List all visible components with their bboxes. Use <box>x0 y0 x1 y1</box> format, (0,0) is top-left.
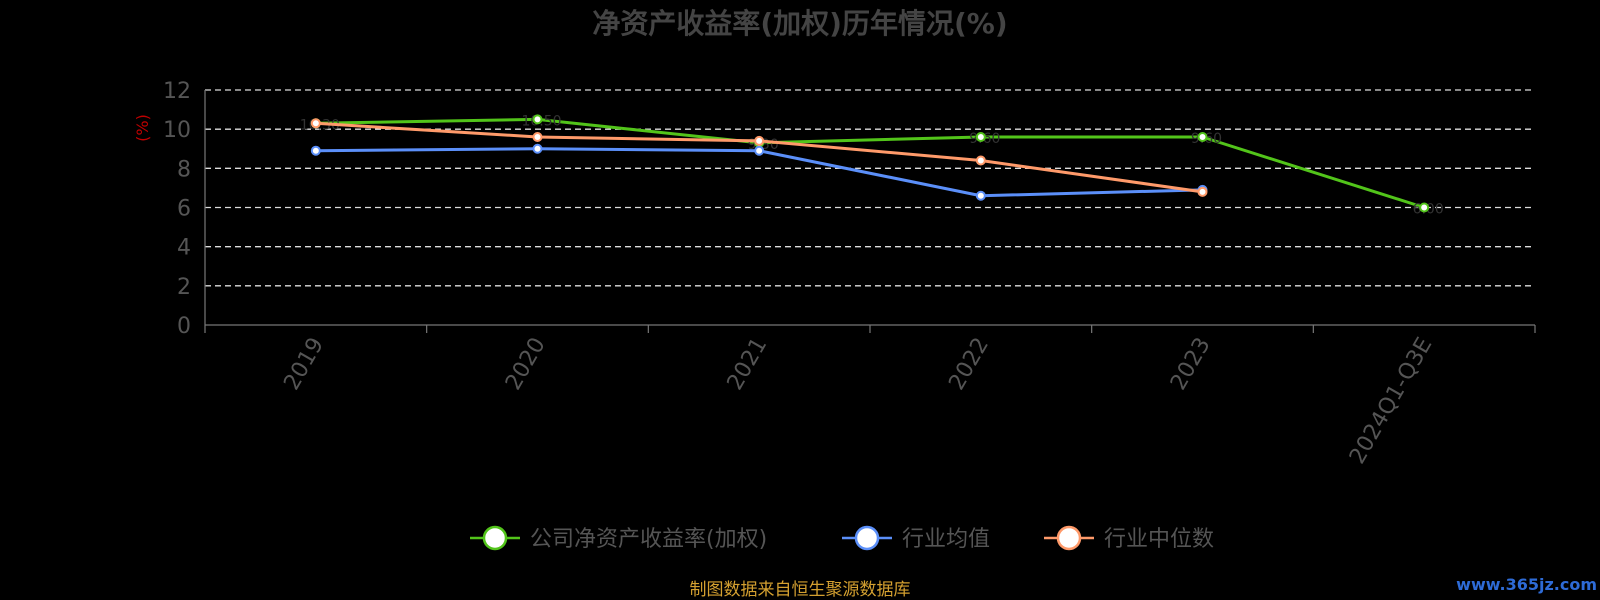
y-tick-label: 4 <box>177 236 191 261</box>
legend-item-1: 行业均值 <box>842 525 990 552</box>
legend-label: 公司净资产收益率(加权) <box>530 527 767 552</box>
legend-marker <box>1056 525 1082 551</box>
data-point <box>975 155 986 166</box>
series-2 <box>310 118 1208 197</box>
y-tick-label: 10 <box>163 118 191 143</box>
data-point <box>532 114 543 125</box>
data-point <box>310 118 321 129</box>
x-tick-label: 2022 <box>944 334 994 395</box>
x-tick-label: 2019 <box>279 334 329 395</box>
legend-item-2: 行业中位数 <box>1044 525 1214 552</box>
grid-lines <box>205 89 1535 287</box>
series-line <box>315 121 1203 194</box>
series-line <box>315 117 1425 209</box>
data-point <box>754 135 765 146</box>
data-point <box>310 145 321 156</box>
x-tick-label: 2023 <box>1166 334 1216 395</box>
series-0: 10.3010.509.309.609.606.00 <box>300 113 1444 217</box>
source-note: 制图数据来自恒生聚源数据库 <box>690 580 911 600</box>
x-tick-label: 2024Q1-Q3E <box>1345 334 1437 469</box>
y-tick-label: 0 <box>177 314 191 339</box>
data-point <box>1197 132 1208 142</box>
axes: 0 2 4 6 8 10 12 2019 2020 2021 2022 2023 2024Q1-Q3E <box>163 79 1536 469</box>
legend-label: 行业中位数 <box>1104 527 1214 552</box>
y-tick-label: 6 <box>177 197 191 222</box>
legend-marker <box>482 525 508 551</box>
series-lines: 10.3010.509.309.609.606.00 <box>300 113 1444 217</box>
chart-title: 净资产收益率(加权)历年情况(%) <box>592 7 1007 40</box>
y-tick-label: 2 <box>177 275 191 300</box>
watermark: www.365jz.com <box>1456 575 1597 594</box>
data-point <box>754 145 765 156</box>
legend-item-0: 公司净资产收益率(加权) <box>470 525 767 552</box>
data-point <box>532 143 543 154</box>
data-point <box>1197 186 1208 197</box>
x-tick-label: 2020 <box>501 334 551 395</box>
data-point <box>975 190 986 201</box>
x-tick-label: 2021 <box>723 334 773 395</box>
y-tick-label: 8 <box>177 157 191 182</box>
legend: 公司净资产收益率(加权) 行业均值 行业中位数 <box>470 525 1214 552</box>
y-tick-label: 12 <box>163 79 191 104</box>
data-point <box>1419 202 1430 213</box>
data-point <box>975 132 986 142</box>
legend-marker <box>854 525 880 551</box>
y-axis-label: (%) <box>133 114 152 142</box>
legend-label: 行业均值 <box>902 527 990 552</box>
data-point <box>532 132 543 142</box>
